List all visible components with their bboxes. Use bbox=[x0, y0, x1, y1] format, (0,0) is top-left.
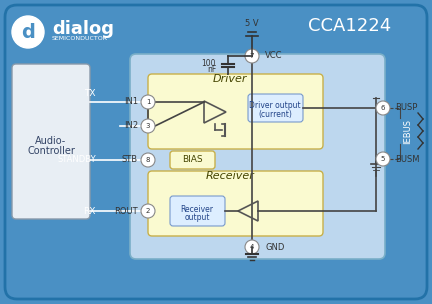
Text: SEMICONDUCTOR: SEMICONDUCTOR bbox=[52, 36, 108, 42]
Text: IN1: IN1 bbox=[124, 98, 138, 106]
Text: nF: nF bbox=[207, 64, 216, 74]
Text: 6: 6 bbox=[381, 105, 385, 111]
Text: 7: 7 bbox=[250, 53, 254, 59]
FancyBboxPatch shape bbox=[148, 171, 323, 236]
Text: 5: 5 bbox=[381, 156, 385, 162]
Text: CCA1224: CCA1224 bbox=[308, 17, 392, 35]
Text: STB: STB bbox=[122, 156, 138, 164]
Text: BIAS: BIAS bbox=[182, 156, 202, 164]
Text: TX: TX bbox=[85, 89, 96, 98]
Circle shape bbox=[245, 49, 259, 63]
Text: 2: 2 bbox=[146, 208, 150, 214]
Text: GND: GND bbox=[265, 243, 284, 251]
Circle shape bbox=[141, 95, 155, 109]
Text: 1: 1 bbox=[146, 99, 150, 105]
FancyBboxPatch shape bbox=[130, 54, 385, 259]
Circle shape bbox=[376, 101, 390, 115]
Text: dialog: dialog bbox=[52, 20, 114, 38]
Text: 5 V: 5 V bbox=[245, 19, 259, 29]
FancyBboxPatch shape bbox=[170, 151, 215, 169]
Text: 100: 100 bbox=[201, 60, 216, 68]
FancyBboxPatch shape bbox=[170, 196, 225, 226]
Circle shape bbox=[141, 204, 155, 218]
Text: Controller: Controller bbox=[27, 146, 75, 156]
Text: RX: RX bbox=[84, 206, 96, 216]
Text: 8: 8 bbox=[146, 157, 150, 163]
Text: BUSM: BUSM bbox=[395, 154, 419, 164]
Text: IN2: IN2 bbox=[124, 122, 138, 130]
Circle shape bbox=[141, 153, 155, 167]
Text: Receiver: Receiver bbox=[206, 171, 254, 181]
Text: output: output bbox=[184, 213, 210, 223]
Circle shape bbox=[245, 240, 259, 254]
Circle shape bbox=[376, 152, 390, 166]
Text: (current): (current) bbox=[258, 109, 292, 119]
Text: Receiver: Receiver bbox=[181, 205, 213, 213]
Circle shape bbox=[141, 119, 155, 133]
FancyBboxPatch shape bbox=[12, 64, 90, 219]
Text: Driver: Driver bbox=[213, 74, 247, 84]
Text: d: d bbox=[21, 22, 35, 42]
Text: 3: 3 bbox=[146, 123, 150, 129]
Text: BUSP: BUSP bbox=[395, 103, 417, 112]
Text: Driver output: Driver output bbox=[249, 102, 301, 110]
Text: VCC: VCC bbox=[265, 51, 283, 60]
FancyBboxPatch shape bbox=[148, 74, 323, 149]
Text: 4: 4 bbox=[250, 244, 254, 250]
Circle shape bbox=[12, 16, 44, 48]
Text: Audio-: Audio- bbox=[35, 136, 67, 146]
FancyBboxPatch shape bbox=[5, 5, 427, 299]
Text: IEBUS: IEBUS bbox=[403, 119, 413, 143]
Text: STANDBY: STANDBY bbox=[57, 156, 96, 164]
FancyBboxPatch shape bbox=[248, 94, 303, 122]
Text: ROUT: ROUT bbox=[114, 206, 138, 216]
